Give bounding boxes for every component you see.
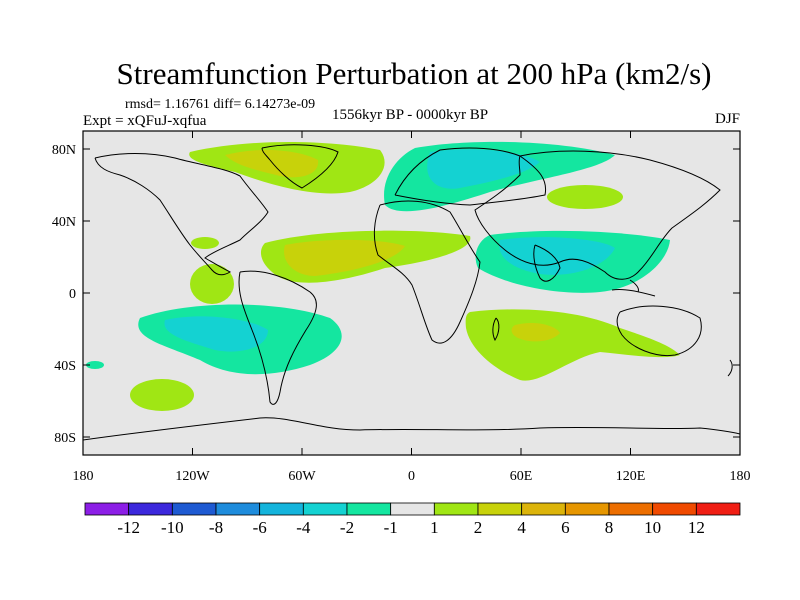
coast-south-america: [238, 270, 317, 405]
coastlines: [83, 144, 740, 441]
colorbar-swatch: [652, 502, 697, 516]
coast-asia: [474, 150, 721, 280]
colorbar-label: 8: [605, 518, 614, 537]
colorbar-swatch: [171, 502, 217, 516]
x-axis: 180 120W 60W 0 60E 120E 180: [73, 131, 751, 484]
colorbar-label: -8: [209, 518, 223, 537]
anomaly-eurasia-inner: [427, 149, 540, 189]
anomaly-south-pacific-highlat: [130, 379, 194, 411]
colorbar-swatch: [390, 502, 435, 516]
coast-new-zealand: [727, 359, 733, 377]
coast-greenland: [261, 144, 339, 189]
colorbar-label: 10: [644, 518, 661, 537]
chart-title: Streamfunction Perturbation at 200 hPa (…: [117, 56, 712, 91]
x-tick-label: 0: [408, 469, 415, 484]
anomaly-south-asia-inner: [499, 237, 615, 275]
colorbar-swatch: [302, 502, 348, 516]
anomaly-south-pacific-inner: [164, 316, 268, 352]
colorbar-label: 4: [517, 518, 526, 537]
anomaly-greenland-inner: [225, 149, 319, 178]
colorbar-swatch: [695, 502, 741, 516]
period-label: 1556kyr BP - 0000kyr BP: [332, 107, 488, 123]
colorbar-swatch: [128, 502, 173, 516]
colorbar-swatch: [433, 502, 479, 516]
coast-madagascar: [492, 317, 500, 342]
colorbar-swatch: [259, 502, 304, 516]
coast-north-america: [94, 153, 269, 276]
anomaly-edge-small: [86, 361, 104, 369]
anomaly-fields: [86, 141, 680, 411]
colorbar-label: -2: [340, 518, 354, 537]
map-plot-area: [82, 130, 741, 456]
anomaly-south-africa-inner: [511, 322, 560, 342]
anomaly-npacific-small: [547, 185, 623, 209]
experiment-label: Expt = xQFuJ-xqfua: [83, 113, 207, 129]
y-tick-label: 0: [69, 287, 76, 302]
x-tick-label: 180: [73, 469, 94, 484]
colorbar-label: -4: [296, 518, 311, 537]
season-label: DJF: [715, 111, 740, 127]
anomaly-caribbean-small: [191, 237, 219, 249]
coast-antarctica: [83, 417, 740, 441]
colorbar-label: -12: [117, 518, 140, 537]
coast-europe: [394, 147, 547, 206]
stats-text: rmsd= 1.16761 diff= 6.14273e-09: [125, 97, 315, 112]
colorbar-label: 6: [561, 518, 570, 537]
colorbar-swatch: [346, 502, 392, 516]
colorbar-label: 1: [430, 518, 439, 537]
x-tick-label: 180: [730, 469, 751, 484]
y-tick-label: 80N: [52, 143, 76, 158]
anomaly-tropical-atlantic-inner: [284, 239, 405, 276]
colorbar-swatch: [521, 502, 566, 516]
y-axis: 80N 40N 0 40S 80S: [52, 143, 740, 446]
colorbar-label: -6: [253, 518, 267, 537]
coast-australia: [616, 305, 702, 357]
coast-india: [533, 244, 561, 282]
colorbar-label: 2: [474, 518, 483, 537]
x-tick-label: 120E: [616, 469, 646, 484]
y-tick-label: 80S: [54, 431, 76, 446]
y-tick-label: 40N: [52, 215, 76, 230]
colorbar-swatch: [608, 502, 654, 516]
colorbar-swatch: [564, 502, 610, 516]
colorbar-label: -1: [384, 518, 398, 537]
colorbar-label: -10: [161, 518, 184, 537]
x-tick-label: 60E: [510, 469, 533, 484]
y-tick-label: 40S: [54, 359, 76, 374]
anomaly-east-pacific: [190, 264, 234, 304]
coast-africa: [373, 200, 481, 344]
colorbar: -12 -10 -8 -6 -4 -2 -1 1 2 4 6 8 10 12: [84, 502, 741, 537]
coast-indonesia: [611, 279, 656, 297]
colorbar-swatch: [84, 502, 130, 516]
x-tick-label: 60W: [288, 469, 316, 484]
colorbar-label: 12: [688, 518, 705, 537]
colorbar-swatch: [477, 502, 523, 516]
x-tick-label: 120W: [175, 469, 210, 484]
colorbar-swatch: [215, 502, 261, 516]
